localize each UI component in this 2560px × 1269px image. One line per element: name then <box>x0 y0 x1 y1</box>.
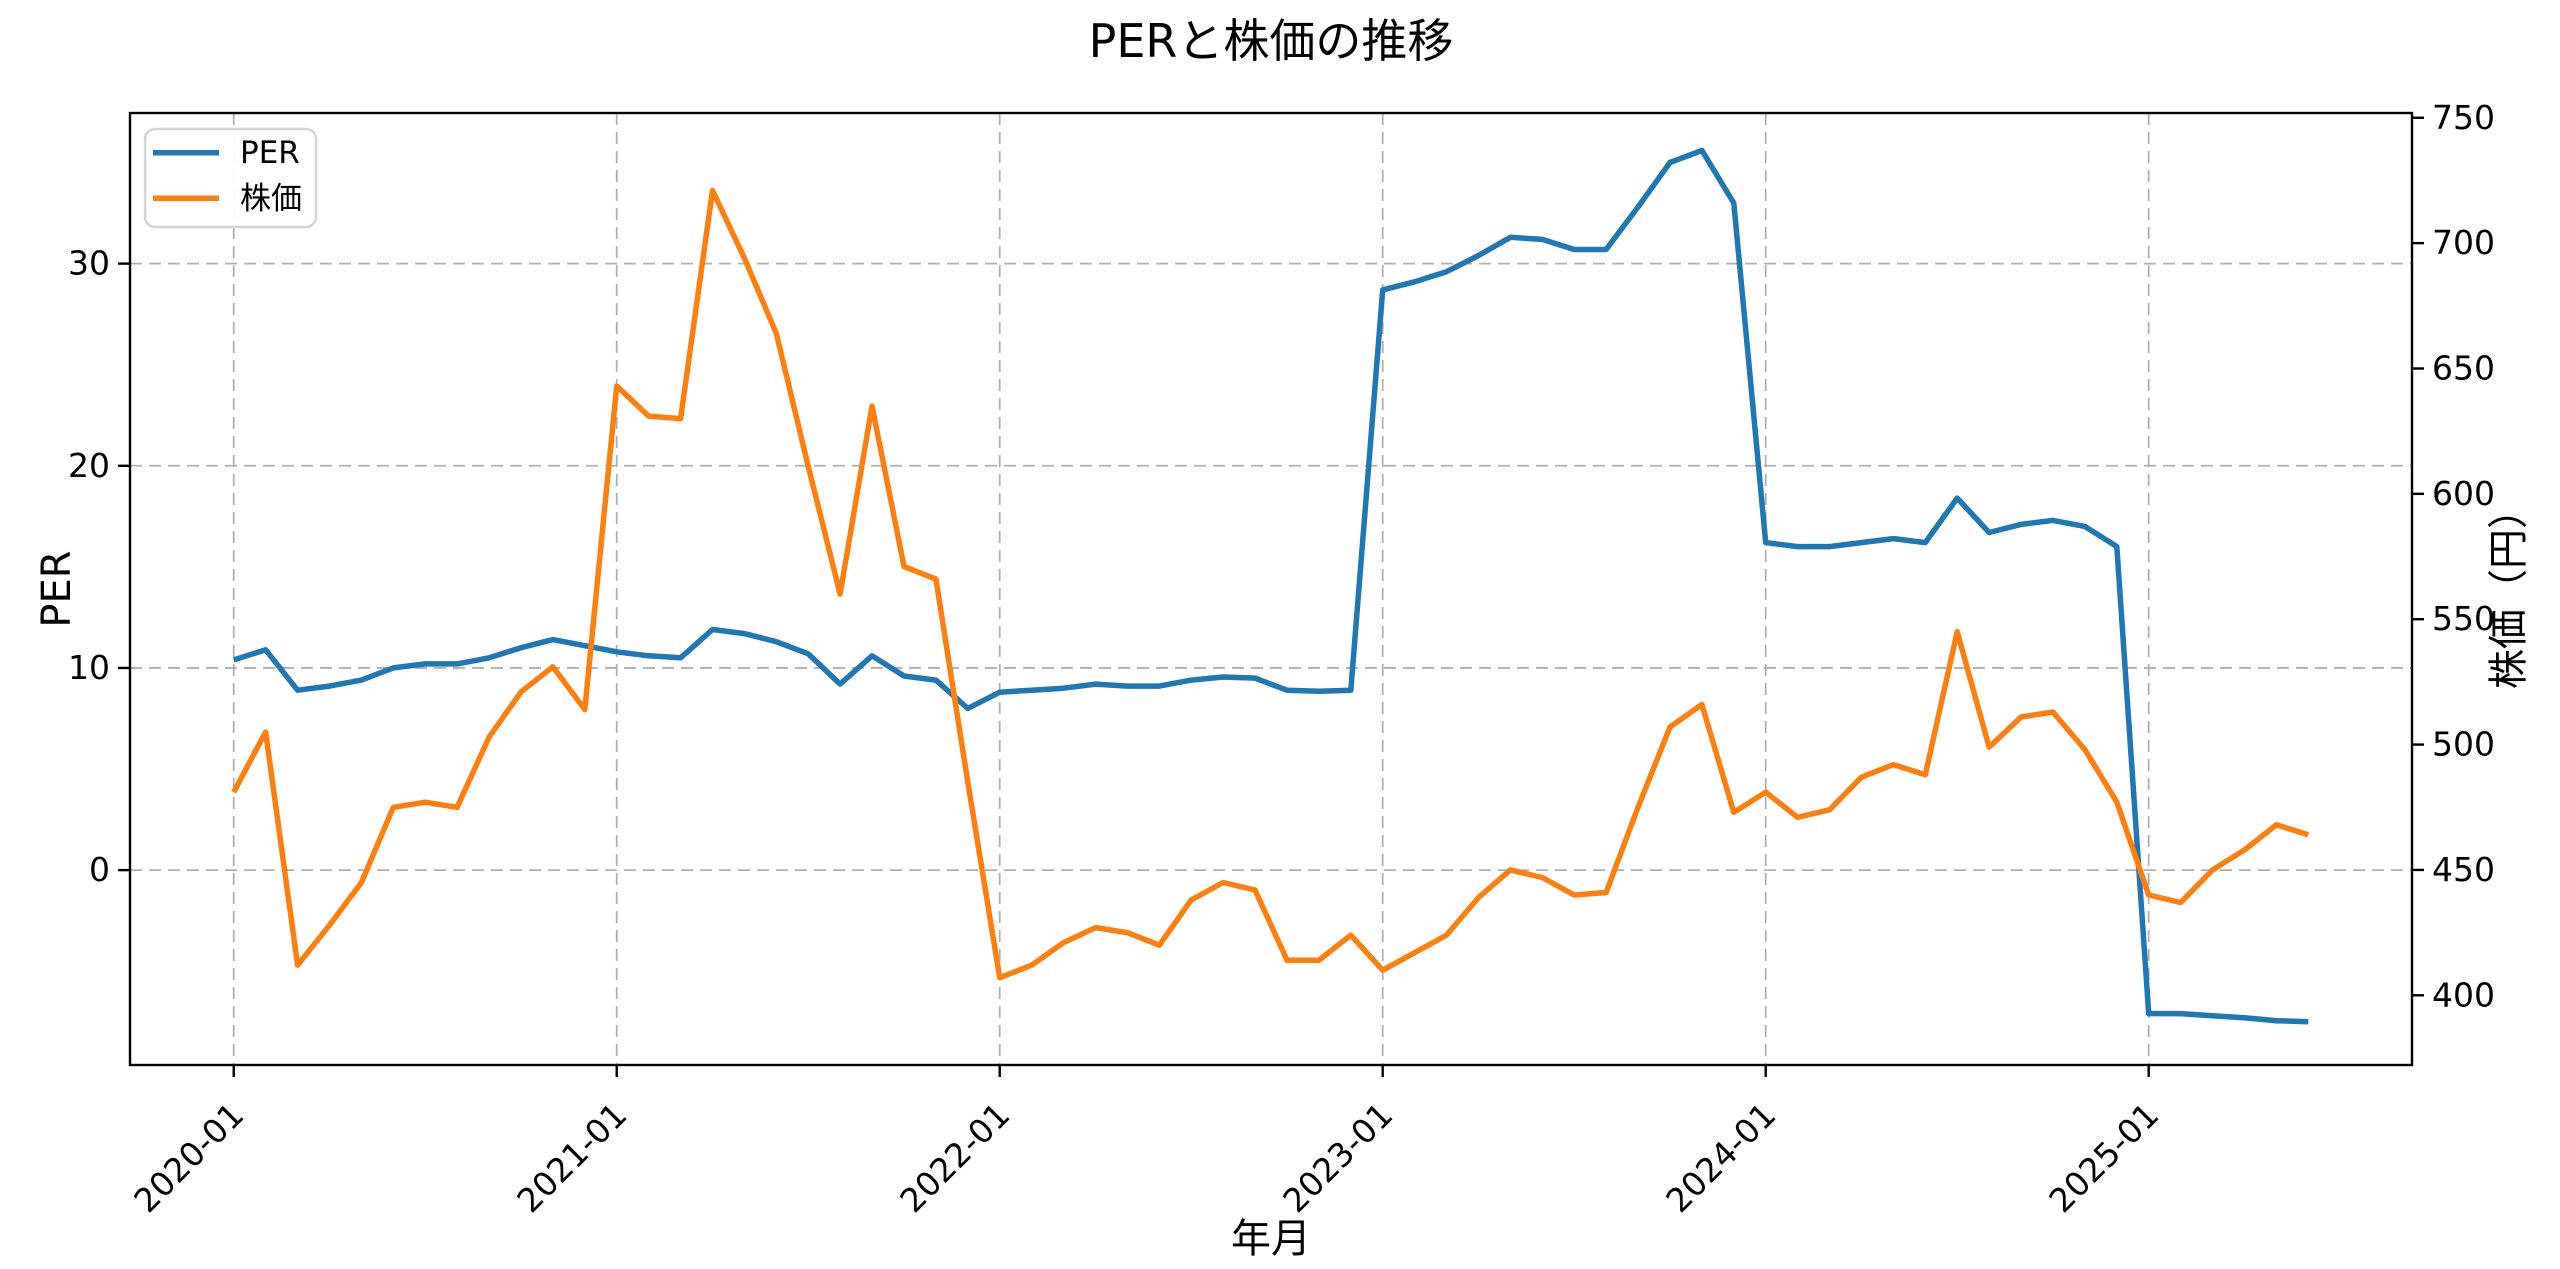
x-tick-label: 2023-01 <box>1275 1095 1400 1220</box>
chart-title: PERと株価の推移 <box>1089 14 1454 68</box>
y-left-tick-label: 20 <box>68 446 110 485</box>
data-series <box>231 147 2310 1025</box>
y-right-tick-label: 700 <box>2432 223 2495 262</box>
gridlines <box>130 113 2412 1065</box>
y-right-tick-label: 600 <box>2432 474 2495 513</box>
legend: PER 株価 <box>143 127 318 229</box>
y-axis-label-right: 株価（円） <box>2486 489 2532 689</box>
y-right-tick-label: 650 <box>2432 348 2495 387</box>
legend-entry-stock-price: 株価 <box>240 181 302 217</box>
axis-ticks: 2020-01 2021-01 2022-01 2023-01 2024-01 2025-… <box>68 98 2495 1220</box>
y-right-tick-label: 550 <box>2432 599 2495 638</box>
y-axis-label-left: PER <box>34 550 80 627</box>
y-right-tick-label: 400 <box>2432 975 2495 1014</box>
plot-area-border <box>128 111 2414 1067</box>
x-axis-label: 年月 <box>1231 1216 1311 1262</box>
y-left-tick-label: 0 <box>89 850 110 889</box>
y-left-tick-label: 30 <box>68 244 110 283</box>
x-tick-label: 2024-01 <box>1658 1095 1783 1220</box>
y-right-tick-label: 750 <box>2432 98 2495 137</box>
y-right-tick-label: 500 <box>2432 725 2495 764</box>
stock-price-line <box>231 187 2310 981</box>
x-tick-label: 2021-01 <box>509 1095 634 1220</box>
x-tick-label: 2025-01 <box>2041 1095 2166 1220</box>
legend-entry-per: PER <box>240 135 300 171</box>
y-left-tick-label: 10 <box>68 648 110 687</box>
y-right-tick-label: 450 <box>2432 850 2495 889</box>
x-tick-label: 2022-01 <box>892 1095 1017 1220</box>
per-line <box>232 147 2309 1025</box>
x-tick-label: 2020-01 <box>126 1095 251 1220</box>
